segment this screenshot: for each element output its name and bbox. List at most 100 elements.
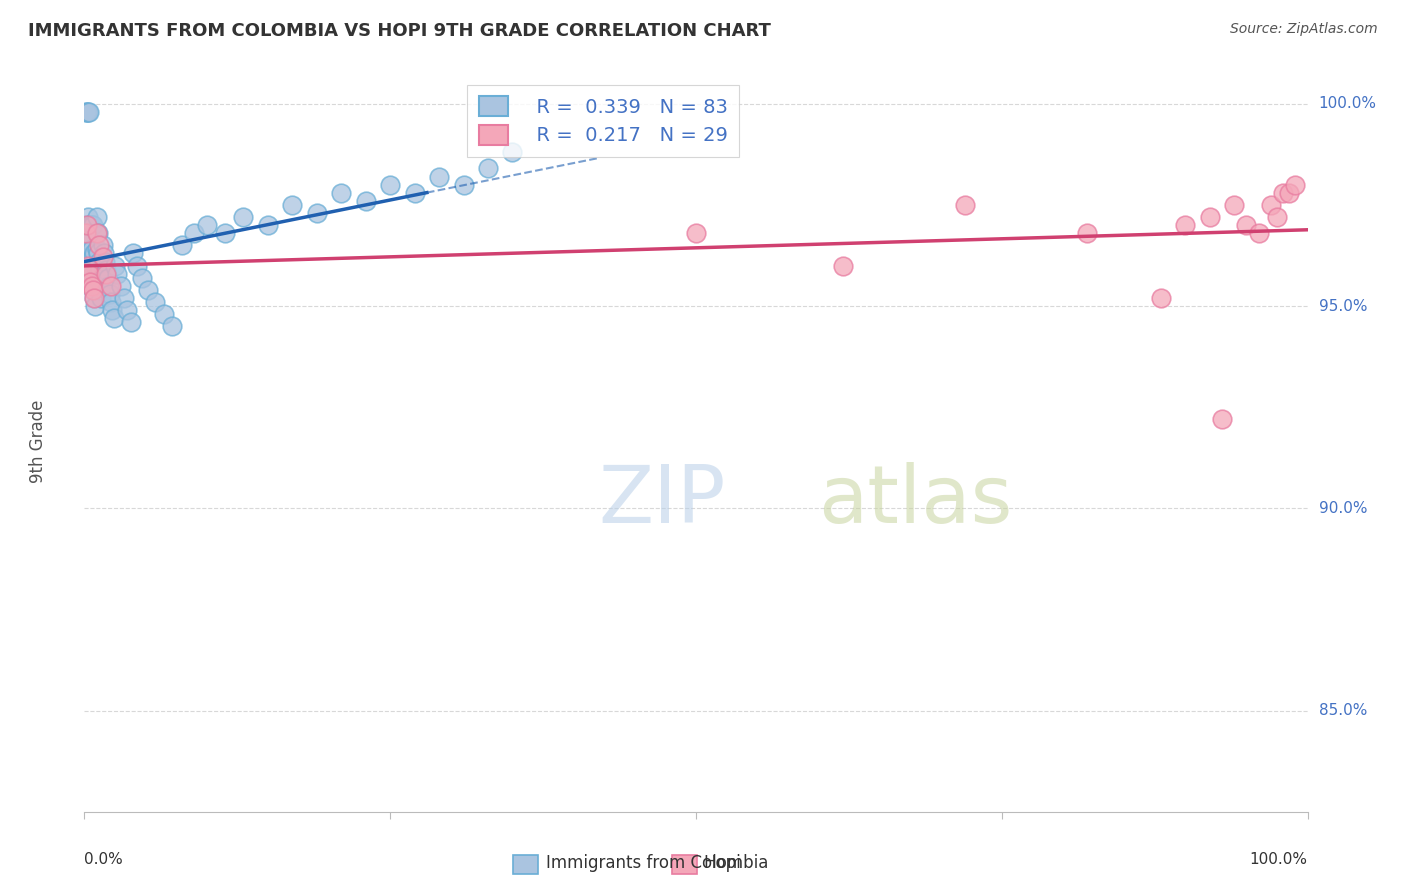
Text: 0.0%: 0.0% [84,853,124,867]
Point [79,267,101,281]
Point [77,238,100,252]
Point [1150,291,1173,305]
Point [1260,198,1282,212]
Point [89,283,111,297]
Point [93,246,115,260]
Point [77,251,100,265]
Point [77,234,100,248]
Point [87,254,110,268]
Point [80,275,103,289]
Point [136,283,159,297]
Point [110,278,132,293]
Point [96,262,118,277]
Point [305,206,328,220]
Point [93,267,115,281]
Point [82,283,104,297]
Point [91,251,114,265]
Point [79,251,101,265]
Text: 100.0%: 100.0% [1250,853,1308,867]
Point [98,286,121,301]
Point [404,186,426,200]
Point [91,238,114,252]
Text: atlas: atlas [818,462,1012,540]
Point [80,259,103,273]
Point [172,238,194,252]
Point [354,194,377,208]
Point [101,303,124,318]
Point [100,295,122,310]
Point [120,315,142,329]
Point [76,226,98,240]
Point [84,259,107,273]
Point [87,267,110,281]
Point [77,259,100,273]
Point [76,218,98,232]
Point [1211,412,1233,426]
Point [84,278,107,293]
Point [80,278,103,293]
Point [1198,210,1220,224]
Point [77,267,100,281]
Point [1278,186,1301,200]
Point [183,226,205,240]
Point [90,291,112,305]
Point [86,210,108,224]
Point [77,210,100,224]
Point [453,178,475,192]
Text: 90.0%: 90.0% [1319,500,1367,516]
Point [77,218,100,232]
Point [77,104,100,119]
Text: ZIP: ZIP [598,462,725,540]
Point [502,145,524,160]
Point [131,270,153,285]
Point [125,259,148,273]
Text: 95.0%: 95.0% [1319,299,1367,313]
Point [1247,226,1270,240]
Text: IMMIGRANTS FROM COLOMBIA VS HOPI 9TH GRADE CORRELATION CHART: IMMIGRANTS FROM COLOMBIA VS HOPI 9TH GRA… [28,22,770,40]
Point [86,226,108,240]
Point [83,270,105,285]
Point [79,218,101,232]
Legend:   R =  0.339   N = 83,   R =  0.217   N = 29: R = 0.339 N = 83, R = 0.217 N = 29 [467,85,740,157]
Point [330,186,353,200]
Point [96,267,118,281]
Point [89,262,111,277]
Point [87,246,110,260]
Point [80,218,103,232]
Point [90,270,112,285]
Point [82,218,104,232]
Point [232,210,254,224]
Point [77,104,100,119]
Point [115,303,138,318]
Point [105,267,128,281]
Point [281,198,304,212]
Point [103,311,125,326]
Point [87,275,110,289]
Point [75,226,97,240]
Point [112,291,135,305]
Point [1272,186,1295,200]
Point [84,299,107,313]
Point [80,243,103,257]
Point [685,226,707,240]
Point [86,259,108,273]
Point [104,259,127,273]
Point [82,283,104,297]
Text: 9th Grade: 9th Grade [30,400,46,483]
Point [831,259,853,273]
Text: 100.0%: 100.0% [1319,96,1376,112]
Point [143,295,166,310]
Point [83,291,105,305]
Point [86,243,108,257]
Point [122,246,145,260]
Point [195,218,218,232]
Point [100,278,122,293]
Point [214,226,236,240]
Point [79,234,101,248]
Text: Hopi: Hopi [703,855,741,872]
Text: 85.0%: 85.0% [1319,703,1367,718]
Text: Source: ZipAtlas.com: Source: ZipAtlas.com [1230,22,1378,37]
Text: Immigrants from Colombia: Immigrants from Colombia [546,855,768,872]
Point [79,275,101,289]
Point [1223,198,1246,212]
